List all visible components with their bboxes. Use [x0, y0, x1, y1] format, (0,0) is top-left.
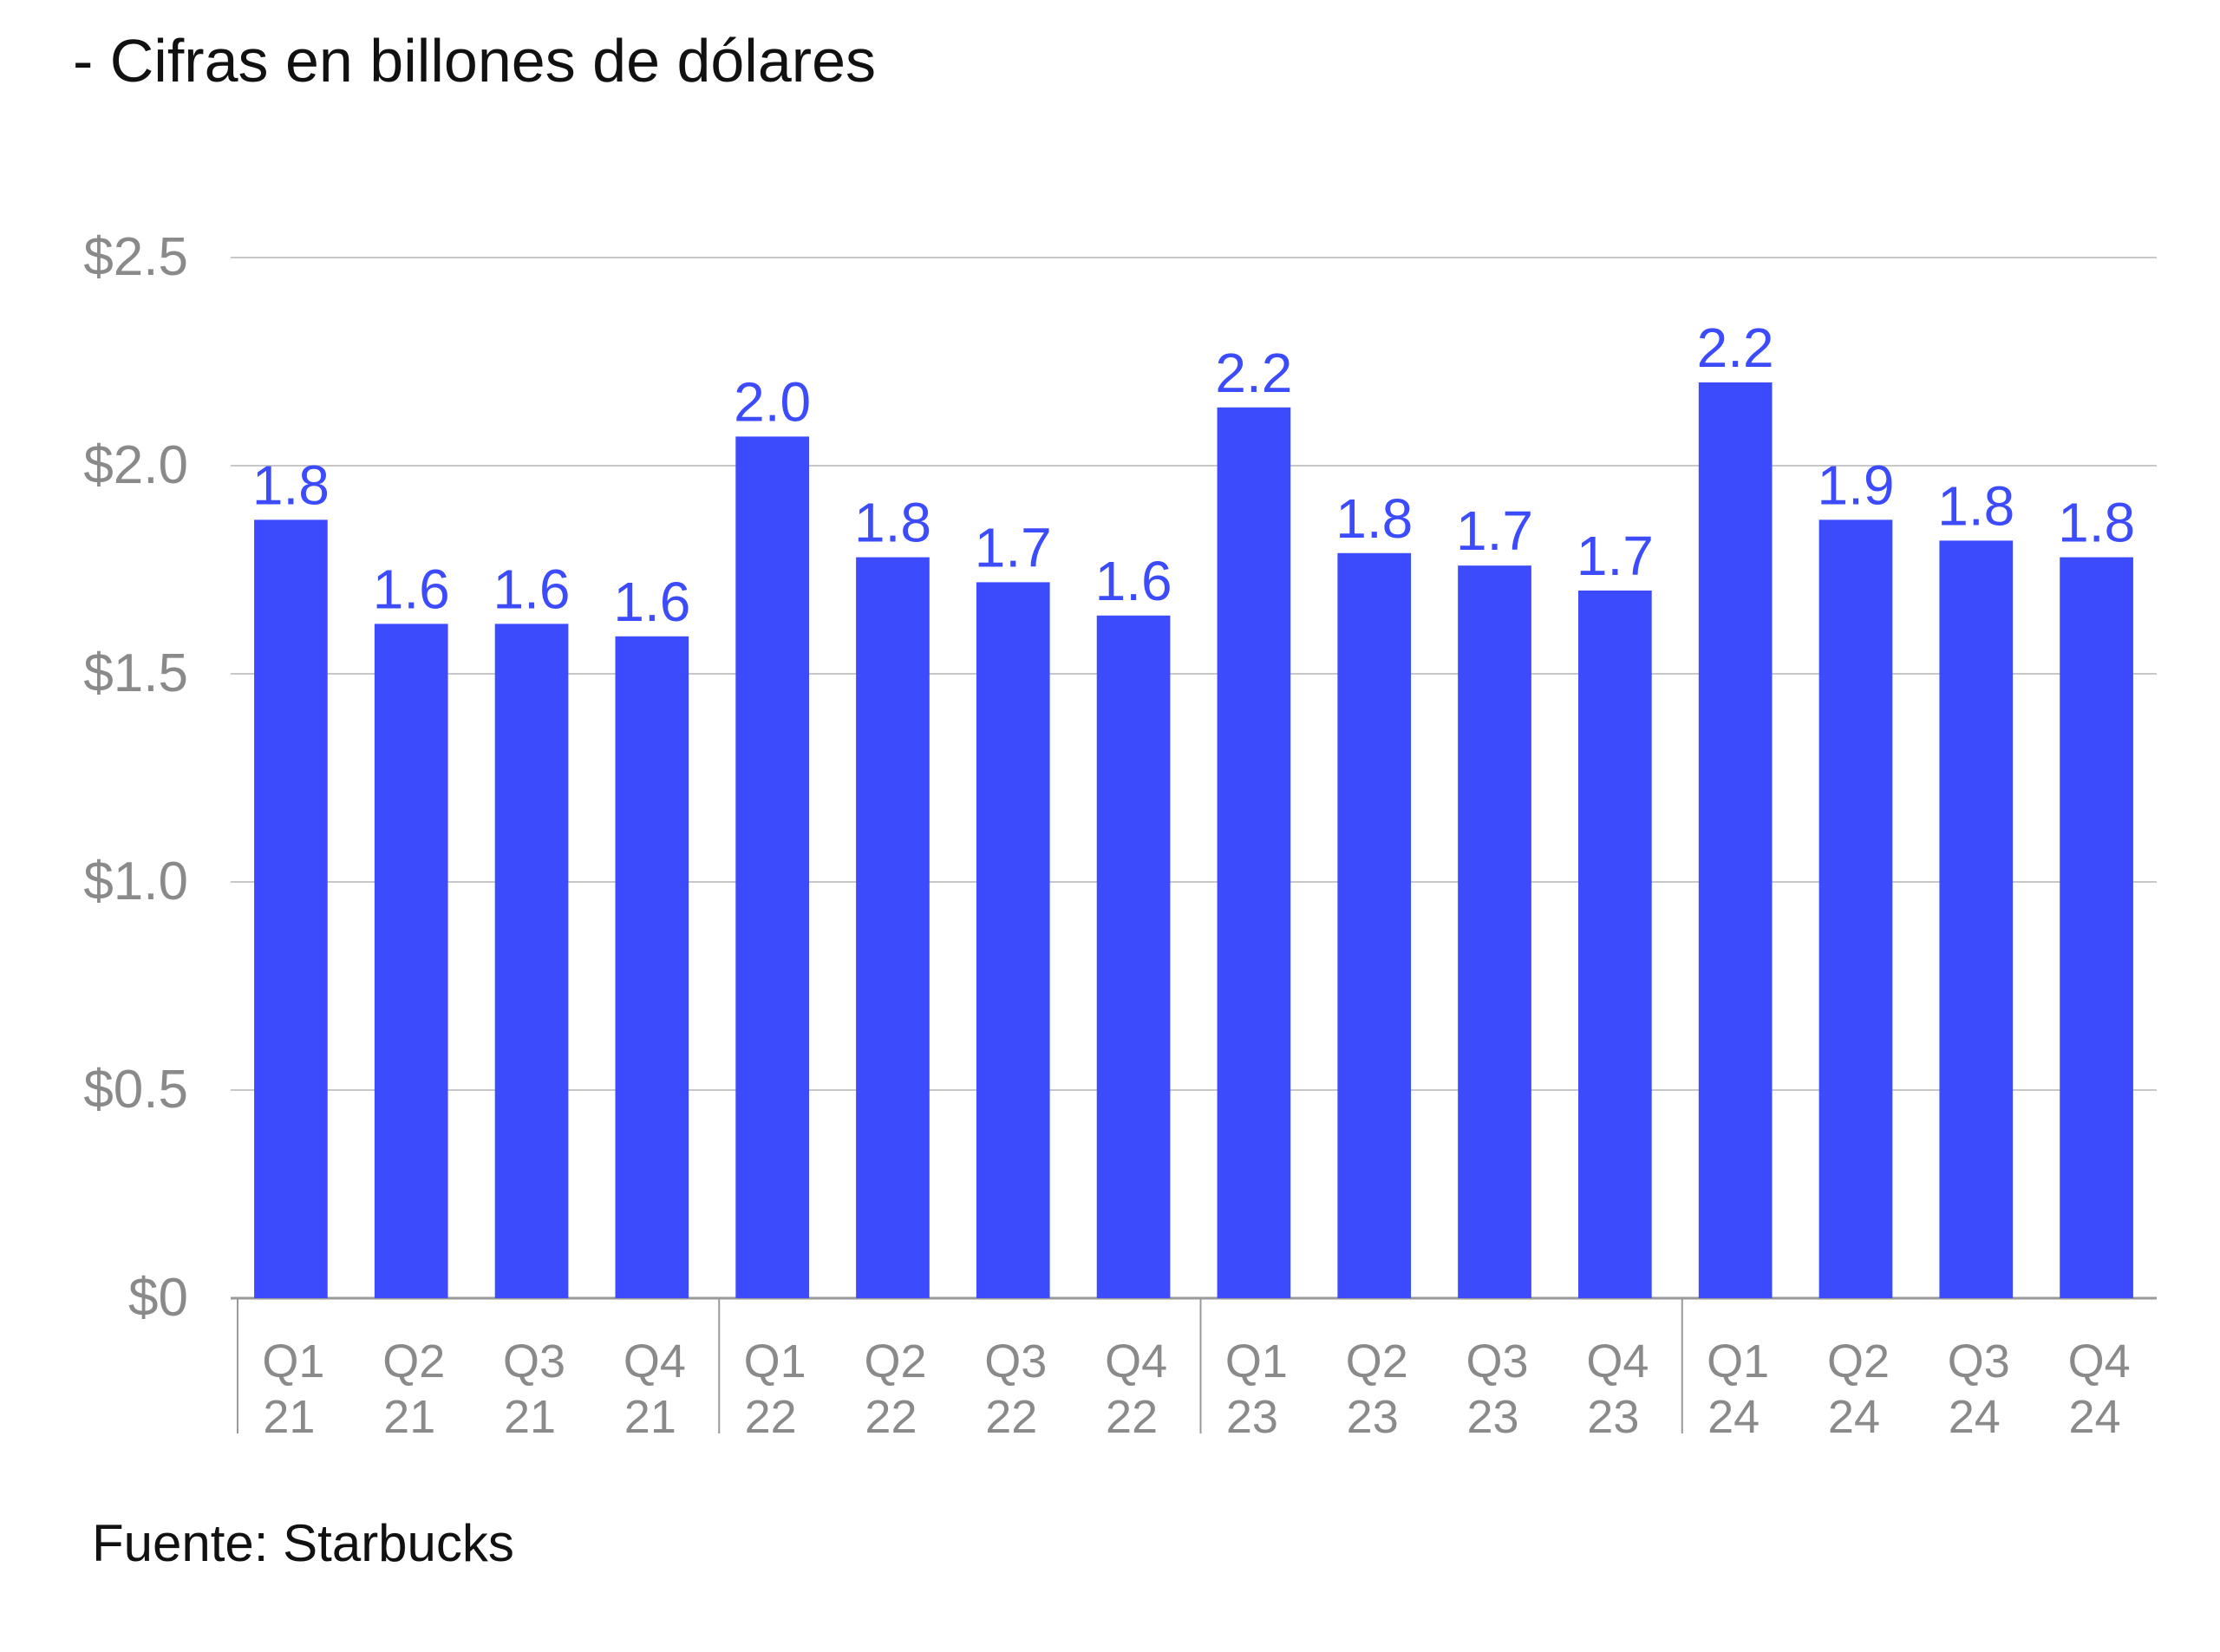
- bar: [254, 519, 328, 1298]
- bar: [1458, 565, 1531, 1298]
- x-tick-label-year: 21: [383, 1391, 435, 1443]
- data-label: 2.2: [1215, 342, 1292, 404]
- data-label: 1.9: [1817, 454, 1894, 516]
- x-tick-label-year: 24: [2069, 1391, 2121, 1443]
- data-label: 1.8: [252, 454, 330, 516]
- x-tick-label-quarter: Q4: [2068, 1335, 2131, 1388]
- x-tick-label-year: 22: [745, 1391, 797, 1443]
- x-tick-label-year: 23: [1587, 1391, 1639, 1443]
- data-label: 1.6: [613, 571, 690, 633]
- data-label: 2.0: [734, 370, 811, 433]
- bar: [1698, 382, 1773, 1298]
- x-tick-label-quarter: Q3: [1948, 1335, 2010, 1388]
- data-label: 1.7: [1456, 500, 1533, 562]
- bar: [2060, 557, 2133, 1298]
- x-tick-label-quarter: Q3: [1466, 1335, 1529, 1388]
- y-tick-label: $2.0: [83, 435, 188, 495]
- data-label: 1.8: [854, 492, 931, 554]
- y-tick-label: $0: [128, 1268, 188, 1328]
- bar: [1578, 591, 1652, 1298]
- x-tick-label-quarter: Q2: [1827, 1335, 1890, 1388]
- bar: [856, 557, 930, 1298]
- bar: [735, 436, 809, 1298]
- bar: [374, 624, 448, 1298]
- x-tick-label-quarter: Q3: [984, 1335, 1047, 1388]
- data-label: 1.8: [1335, 487, 1413, 550]
- bar: [1096, 615, 1171, 1298]
- x-tick-label-year: 21: [263, 1391, 315, 1443]
- x-tick-label-quarter: Q2: [864, 1335, 926, 1388]
- x-tick-label-quarter: Q1: [1225, 1335, 1288, 1388]
- data-label: 2.2: [1697, 317, 1774, 379]
- x-tick-label-year: 22: [985, 1391, 1037, 1443]
- bar: [1337, 552, 1412, 1298]
- x-tick-label-quarter: Q2: [1346, 1335, 1408, 1388]
- bar: [976, 582, 1050, 1298]
- x-tick-label-quarter: Q3: [503, 1335, 565, 1388]
- x-tick-label-year: 24: [1949, 1391, 2001, 1443]
- x-tick-label-quarter: Q1: [744, 1335, 806, 1388]
- y-tick-label: $2.5: [83, 227, 188, 287]
- data-label: 1.8: [2058, 492, 2135, 554]
- data-label: 1.6: [493, 558, 571, 620]
- x-tick-label-year: 24: [1707, 1391, 1760, 1443]
- x-tick-label-year: 22: [865, 1391, 917, 1443]
- x-tick-label-quarter: Q1: [262, 1335, 324, 1388]
- x-tick-label-quarter: Q4: [624, 1335, 686, 1388]
- chart-title: - Cifras en billones de dólares: [73, 27, 877, 95]
- x-tick-label-year: 24: [1828, 1391, 1880, 1443]
- x-tick-label-year: 23: [1347, 1391, 1399, 1443]
- y-tick-label: $1.5: [83, 643, 188, 703]
- x-tick-label-year: 23: [1466, 1391, 1518, 1443]
- bar: [494, 624, 569, 1298]
- data-label: 1.7: [975, 516, 1052, 578]
- y-tick-label: $0.5: [83, 1060, 188, 1120]
- bar: [1818, 519, 1893, 1298]
- x-tick-label-quarter: Q4: [1105, 1335, 1167, 1388]
- y-tick-label: $1.0: [83, 852, 188, 911]
- x-tick-label-year: 23: [1226, 1391, 1278, 1443]
- bar: [1939, 540, 2014, 1298]
- bar: [1217, 407, 1291, 1298]
- x-tick-label-year: 22: [1106, 1391, 1158, 1443]
- x-tick-label-quarter: Q4: [1586, 1335, 1649, 1388]
- chart-source: Fuente: Starbucks: [92, 1514, 514, 1572]
- x-tick-label-year: 21: [504, 1391, 556, 1443]
- bar: [615, 636, 689, 1298]
- x-tick-label-quarter: Q2: [382, 1335, 445, 1388]
- x-tick-label-year: 21: [624, 1391, 676, 1443]
- data-label: 1.6: [1095, 550, 1172, 612]
- data-label: 1.8: [1937, 474, 2014, 537]
- x-tick-label-quarter: Q1: [1707, 1335, 1769, 1388]
- data-label: 1.7: [1577, 525, 1654, 587]
- data-label: 1.6: [373, 558, 450, 620]
